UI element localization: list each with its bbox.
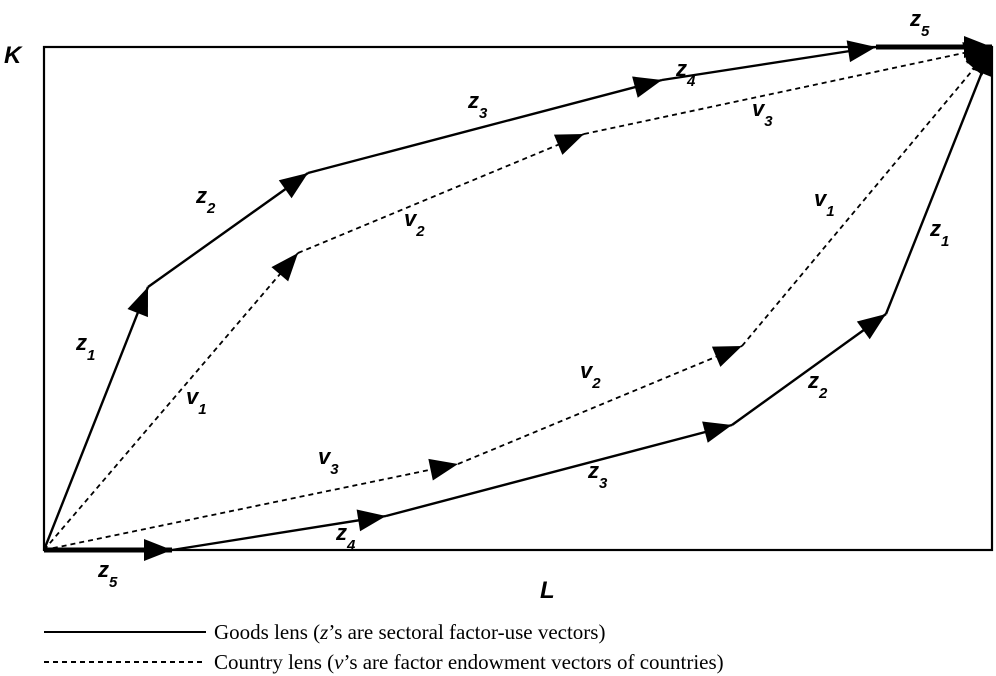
arrow-v3-lower	[428, 458, 458, 481]
arrow-z2-upper	[278, 173, 308, 199]
arrow-z3-lower	[702, 421, 732, 443]
vector-v1-lower	[741, 46, 993, 347]
arrowheads	[127, 36, 992, 561]
goods-lens-lower-path	[44, 46, 994, 553]
arrow-z2-lower	[856, 314, 886, 340]
label-z3-lower: z3	[587, 458, 608, 492]
labels-country-upper: v1 v2 v3	[186, 96, 773, 418]
labels-goods-lower: z5 z4 z3 z2 z1	[97, 216, 949, 591]
vector-z1-lower	[884, 46, 994, 315]
vector-z3-upper	[307, 78, 663, 175]
arrow-v1-lower	[965, 47, 992, 76]
axis-label-k: K	[4, 42, 23, 69]
label-z2-lower: z2	[807, 368, 828, 402]
arrow-z1-upper	[127, 287, 148, 318]
arrow-z4-upper	[846, 40, 876, 63]
arrow-v2-upper	[553, 134, 584, 155]
goods-lens-upper-path	[42, 44, 992, 551]
label-v3-lower: v3	[318, 444, 339, 478]
legend: Goods lens (z’s are sectoral factor-use …	[44, 620, 724, 674]
arrow-z3-upper	[632, 76, 662, 98]
vector-z1-upper	[42, 286, 150, 551]
vector-v2-upper	[297, 133, 585, 254]
vector-z2-lower	[731, 313, 887, 426]
label-v3-upper: v3	[752, 96, 773, 130]
label-z1-lower: z1	[929, 216, 949, 250]
vector-z4-lower	[171, 514, 387, 552]
vector-v3-lower	[43, 463, 459, 551]
label-z1-upper: z1	[75, 330, 95, 364]
country-lens-lower-path	[43, 46, 993, 551]
vector-v3-upper	[583, 46, 993, 135]
label-v1-lower: v1	[814, 186, 835, 220]
arrow-z4-lower	[356, 509, 386, 532]
label-v2-upper: v2	[404, 206, 425, 240]
label-z5-upper: z5	[909, 6, 930, 40]
label-z4-lower: z4	[335, 520, 356, 554]
labels-country-lower: v3 v2 v1	[318, 186, 835, 478]
arrow-v3-upper	[962, 42, 992, 64]
vector-z4-upper	[661, 45, 877, 82]
label-z2-upper: z2	[195, 183, 216, 217]
legend-goods-text: Goods lens (z’s are sectoral factor-use …	[214, 620, 605, 644]
arrow-z5-lower	[144, 539, 172, 561]
label-z3-upper: z3	[467, 88, 488, 122]
arrow-v2-lower	[711, 346, 742, 367]
vector-z2-upper	[147, 172, 309, 288]
axis-label-l: L	[540, 577, 555, 604]
country-lens-upper-path	[43, 46, 993, 551]
arrow-v1-upper	[271, 253, 298, 282]
label-z5-lower: z5	[97, 557, 118, 591]
vector-v2-lower	[457, 345, 743, 465]
label-v1-upper: v1	[186, 384, 207, 418]
vector-z3-lower	[385, 423, 733, 518]
factor-box	[42, 45, 994, 552]
label-z4-upper: z4	[675, 56, 696, 90]
legend-country-text: Country lens (v’s are factor endowment v…	[214, 650, 724, 674]
labels-goods-upper: z1 z2 z3 z4 z5	[75, 6, 930, 364]
label-v2-lower: v2	[580, 358, 601, 392]
vector-v1-upper	[43, 252, 299, 551]
